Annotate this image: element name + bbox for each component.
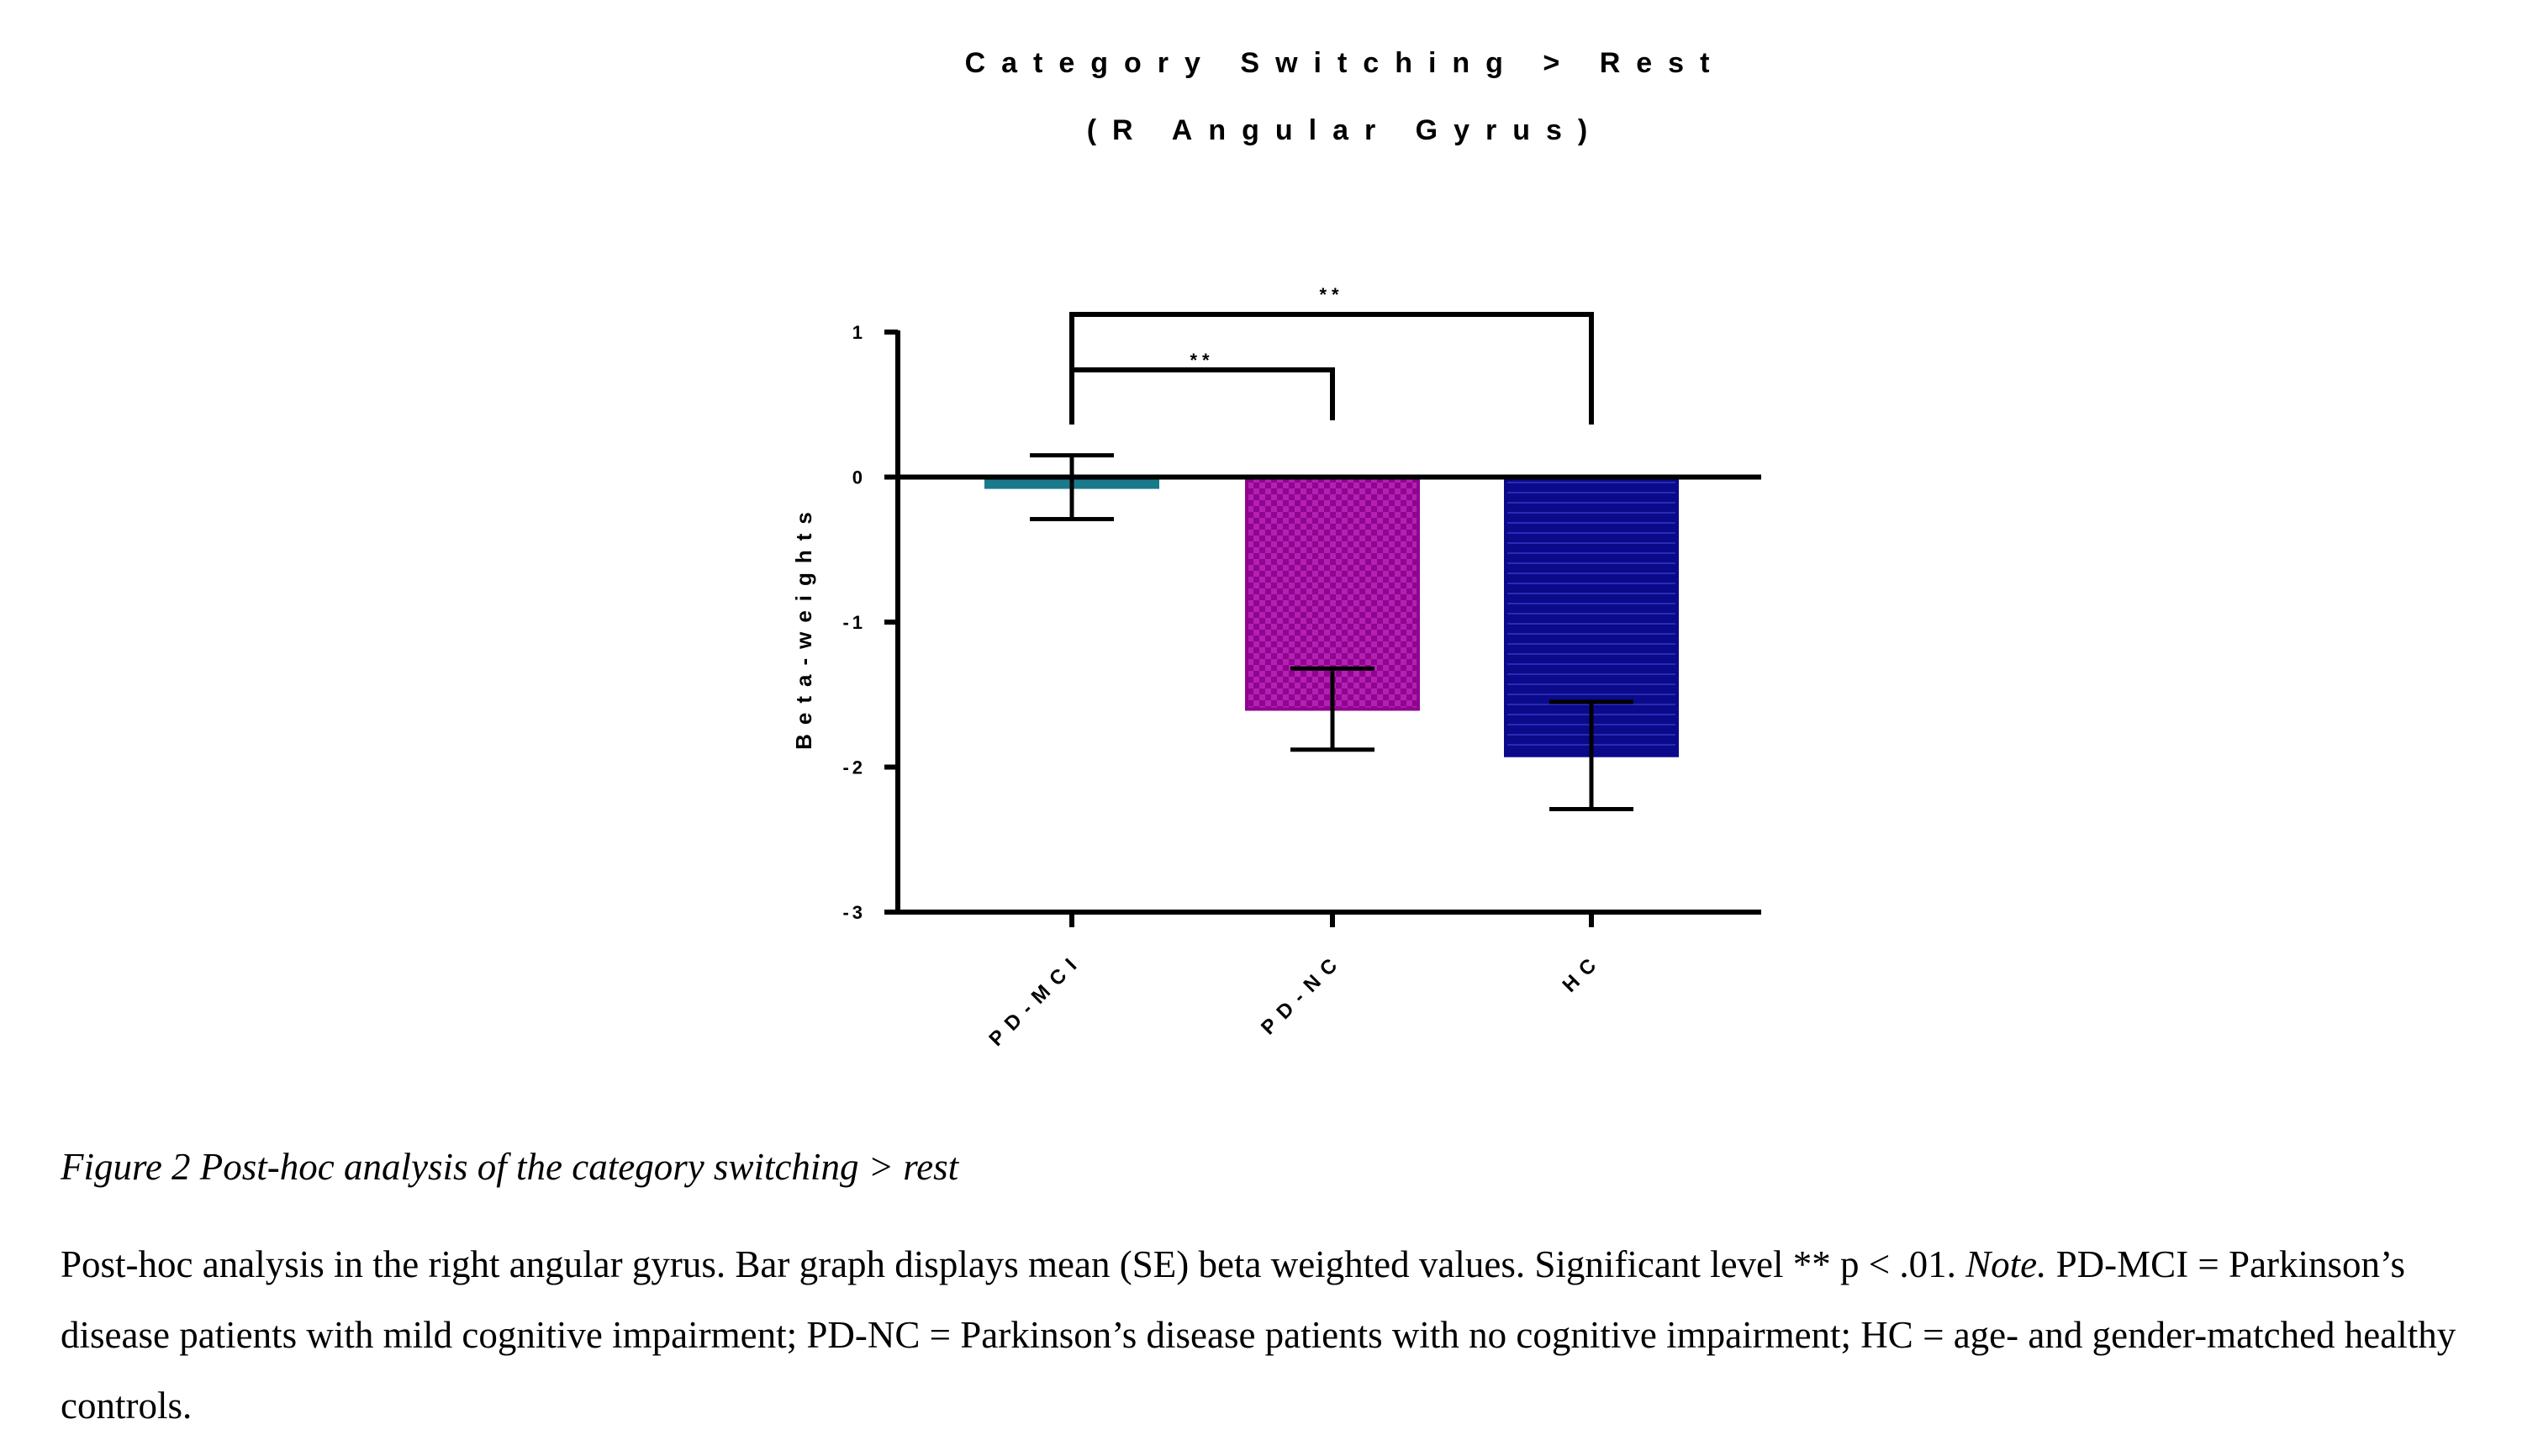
caption-text-continued: PD-MCI = Parkinson’s disease patients wi… <box>61 1243 2456 1427</box>
x-tick-label-pd-mci: PD-MCI <box>984 948 1087 1051</box>
error-bars <box>1030 453 1633 812</box>
significance-bracket <box>1069 312 1594 425</box>
caption-text: Post-hoc analysis in the right angular g… <box>61 1243 1966 1285</box>
significance-bracket <box>1069 367 1335 420</box>
y-axis-label: Beta-weights <box>791 503 816 750</box>
caption-note-label: Note. <box>1965 1243 2047 1285</box>
chart: Category Switching > Rest (R Angular Gyr… <box>791 47 1761 1051</box>
significance-brackets: ** ** <box>1069 284 1594 425</box>
figure-caption-title: Figure 2 Post-hoc analysis of the catego… <box>61 1146 959 1188</box>
chart-title: Category Switching > Rest <box>965 47 1726 79</box>
y-tick-label: 0 <box>852 467 866 488</box>
significance-label: ** <box>1319 284 1343 305</box>
chart-subtitle: (R Angular Gyrus) <box>1087 114 1604 146</box>
y-tick-label: -1 <box>842 612 866 633</box>
figure-caption-body: Post-hoc analysis in the right angular g… <box>61 1229 2482 1441</box>
y-tick-label: 1 <box>852 322 866 343</box>
y-tick-label: -2 <box>842 757 866 778</box>
x-tick-label-pd-nc: PD-NC <box>1257 948 1348 1039</box>
x-tick-label-hc: HC <box>1558 948 1607 997</box>
significance-label: ** <box>1190 350 1214 371</box>
y-tick-label: -3 <box>842 902 866 923</box>
